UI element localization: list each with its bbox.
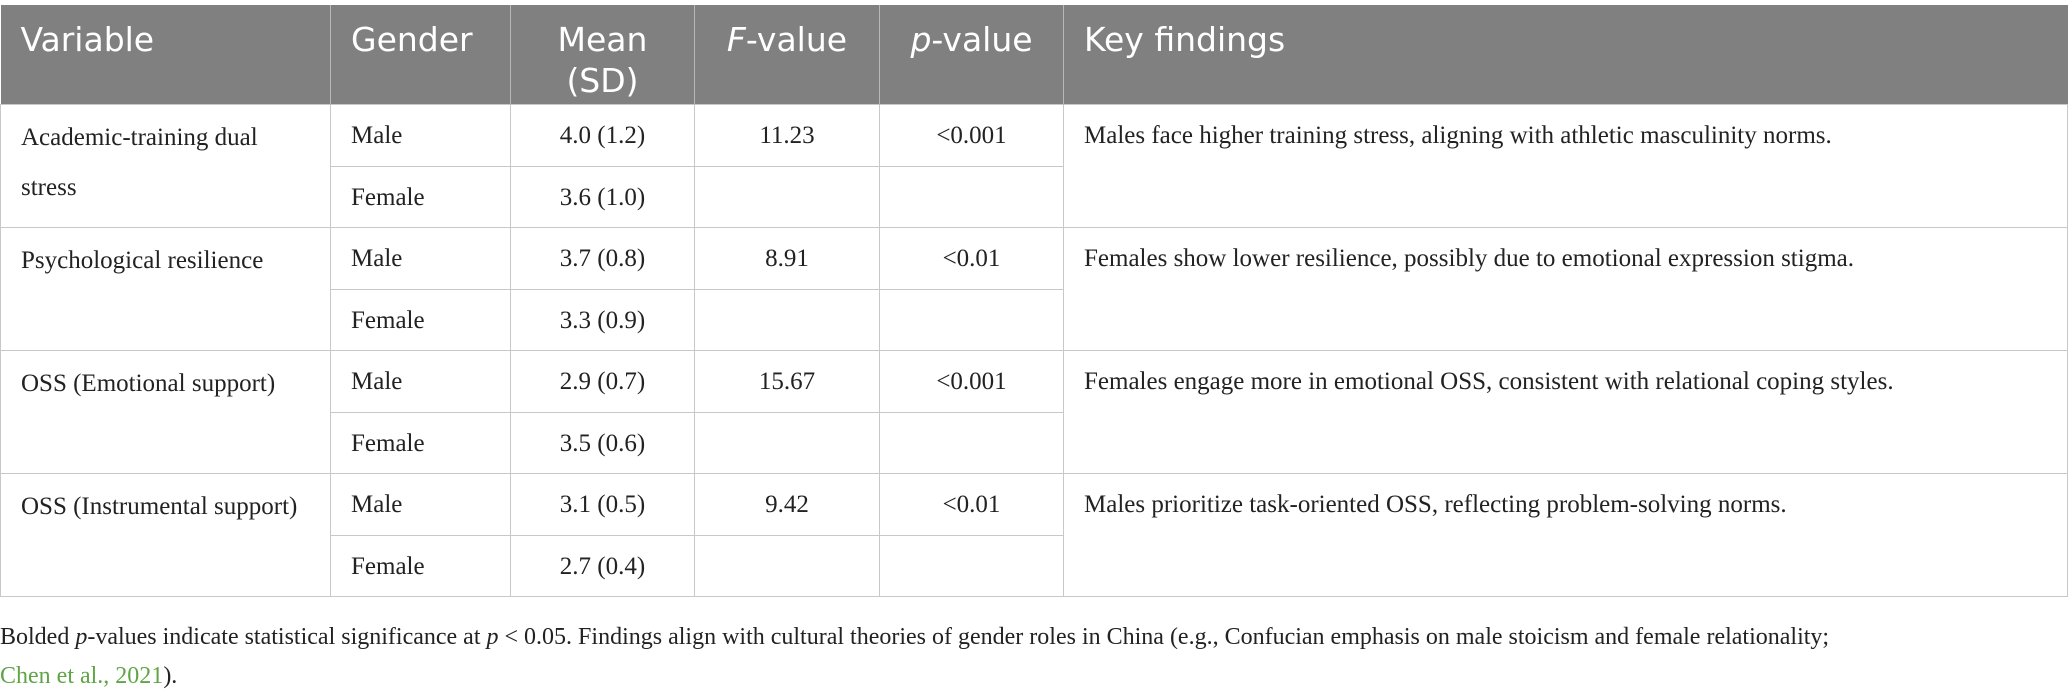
empty-cell (694, 411, 880, 474)
mean-cell: 3.3 (0.9) (510, 288, 695, 351)
variable-cell: Academic-training dual stress (0, 103, 331, 228)
finding-cell: Males face higher training stress, align… (1063, 103, 2068, 228)
finding-cell: Females engage more in emotional OSS, co… (1063, 349, 2068, 474)
variable-cell: OSS (Emotional support) (0, 349, 331, 474)
header-p-suffix: -value (931, 20, 1033, 59)
footnote-p-italic: p (75, 624, 88, 650)
header-findings: Key findings (1063, 5, 2068, 104)
header-mean-line2: (SD) (566, 61, 639, 100)
empty-cell (694, 165, 880, 228)
finding-cell: Males prioritize task-oriented OSS, refl… (1063, 472, 2068, 597)
table-row: OSS (Instrumental support) Male 3.1 (0.5… (0, 472, 2068, 597)
header-mean-line1: Mean (557, 20, 648, 59)
variable-cell: OSS (Instrumental support) (0, 472, 331, 597)
header-p-value: p-value (879, 5, 1064, 104)
table-row: Female 2.7 (0.4) (1, 534, 2068, 597)
mean-cell: 4.0 (1.2) (510, 103, 695, 167)
empty-cell (879, 288, 1064, 351)
header-f-italic: F (726, 20, 746, 59)
finding-cell: Females show lower resilience, possibly … (1063, 226, 2068, 351)
gender-cell: Female (330, 288, 511, 351)
footnote-text-4: ). (163, 663, 178, 689)
empty-cell (694, 288, 880, 351)
table-row: Psychological resilience Male 3.7 (0.8) … (0, 226, 2068, 351)
gender-cell: Female (330, 165, 511, 228)
table-row: Female 3.6 (1.0) (1, 165, 2068, 228)
empty-cell (879, 165, 1064, 228)
mean-cell: 3.5 (0.6) (510, 411, 695, 474)
variable-cell: Psychological resilience (0, 226, 331, 351)
empty-cell (879, 534, 1064, 597)
p-value-cell: <0.001 (879, 349, 1064, 413)
citation-link[interactable]: Chen et al., 2021 (0, 663, 164, 689)
table-row: Female 3.3 (0.9) (1, 288, 2068, 351)
f-value-cell: 9.42 (694, 472, 880, 536)
f-value-cell: 8.91 (694, 226, 880, 290)
header-mean: Mean (SD) (510, 5, 695, 104)
mean-cell: 2.9 (0.7) (510, 349, 695, 413)
footnote-text-1: Bolded (0, 624, 76, 650)
gender-cell: Male (330, 103, 511, 167)
footnote-p-italic-2: p (486, 624, 499, 650)
footnote-text-2: -values indicate statistical significanc… (87, 624, 487, 650)
table-row: Academic-training dual stress Male 4.0 (… (0, 103, 2068, 228)
gender-cell: Male (330, 472, 511, 536)
table-row: OSS (Emotional support) Male 2.9 (0.7) 1… (0, 349, 2068, 474)
mean-cell: 3.1 (0.5) (510, 472, 695, 536)
table-row: Female 3.5 (0.6) (1, 411, 2068, 474)
header-row: Variable Gender Mean (SD) F-value p-value… (0, 5, 2068, 104)
mean-cell: 3.6 (1.0) (510, 165, 695, 228)
p-value-cell: <0.001 (879, 103, 1064, 167)
mean-cell: 2.7 (0.4) (510, 534, 695, 597)
p-value-cell: <0.01 (879, 472, 1064, 536)
gender-cell: Male (330, 226, 511, 290)
footnote-text-3: < 0.05. Findings align with cultural the… (498, 624, 1830, 650)
gender-cell: Male (330, 349, 511, 413)
f-value-cell: 15.67 (694, 349, 880, 413)
header-gender: Gender (330, 5, 511, 104)
empty-cell (879, 411, 1064, 474)
results-table: Variable Gender Mean (SD) F-value p-value… (0, 5, 2068, 597)
header-variable: Variable (0, 5, 331, 104)
empty-cell (694, 534, 880, 597)
gender-cell: Female (330, 534, 511, 597)
table-footnote: Bolded p-values indicate statistical sig… (0, 618, 2060, 696)
header-f-value: F-value (694, 5, 880, 104)
header-p-italic: p (910, 20, 932, 59)
f-value-cell: 11.23 (694, 103, 880, 167)
header-f-suffix: -value (745, 20, 848, 59)
mean-cell: 3.7 (0.8) (510, 226, 695, 290)
gender-cell: Female (330, 411, 511, 474)
p-value-cell: <0.01 (879, 226, 1064, 290)
